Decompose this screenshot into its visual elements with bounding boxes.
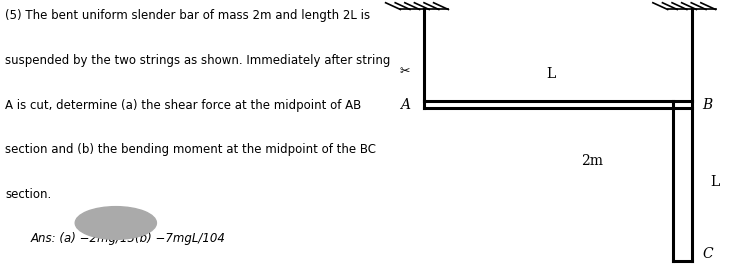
Text: L: L (710, 176, 720, 189)
Text: A: A (399, 99, 410, 112)
Text: (5) The bent uniform slender bar of mass 2m and length 2L is: (5) The bent uniform slender bar of mass… (5, 10, 370, 22)
Ellipse shape (75, 207, 156, 239)
Text: L: L (547, 67, 556, 81)
Text: B: B (702, 99, 713, 112)
Text: suspended by the two strings as shown. Immediately after string: suspended by the two strings as shown. I… (5, 54, 391, 67)
Text: section and (b) the bending moment at the midpoint of the BC: section and (b) the bending moment at th… (5, 143, 376, 156)
Text: ✂: ✂ (400, 65, 411, 78)
Text: 2m: 2m (581, 154, 603, 168)
Text: Ans: (a) −2mg/13(b) −7mgL/104: Ans: (a) −2mg/13(b) −7mgL/104 (31, 232, 226, 245)
Text: A is cut, determine (a) the shear force at the midpoint of AB: A is cut, determine (a) the shear force … (5, 99, 362, 112)
Text: section.: section. (5, 188, 51, 201)
Text: C: C (702, 247, 714, 261)
